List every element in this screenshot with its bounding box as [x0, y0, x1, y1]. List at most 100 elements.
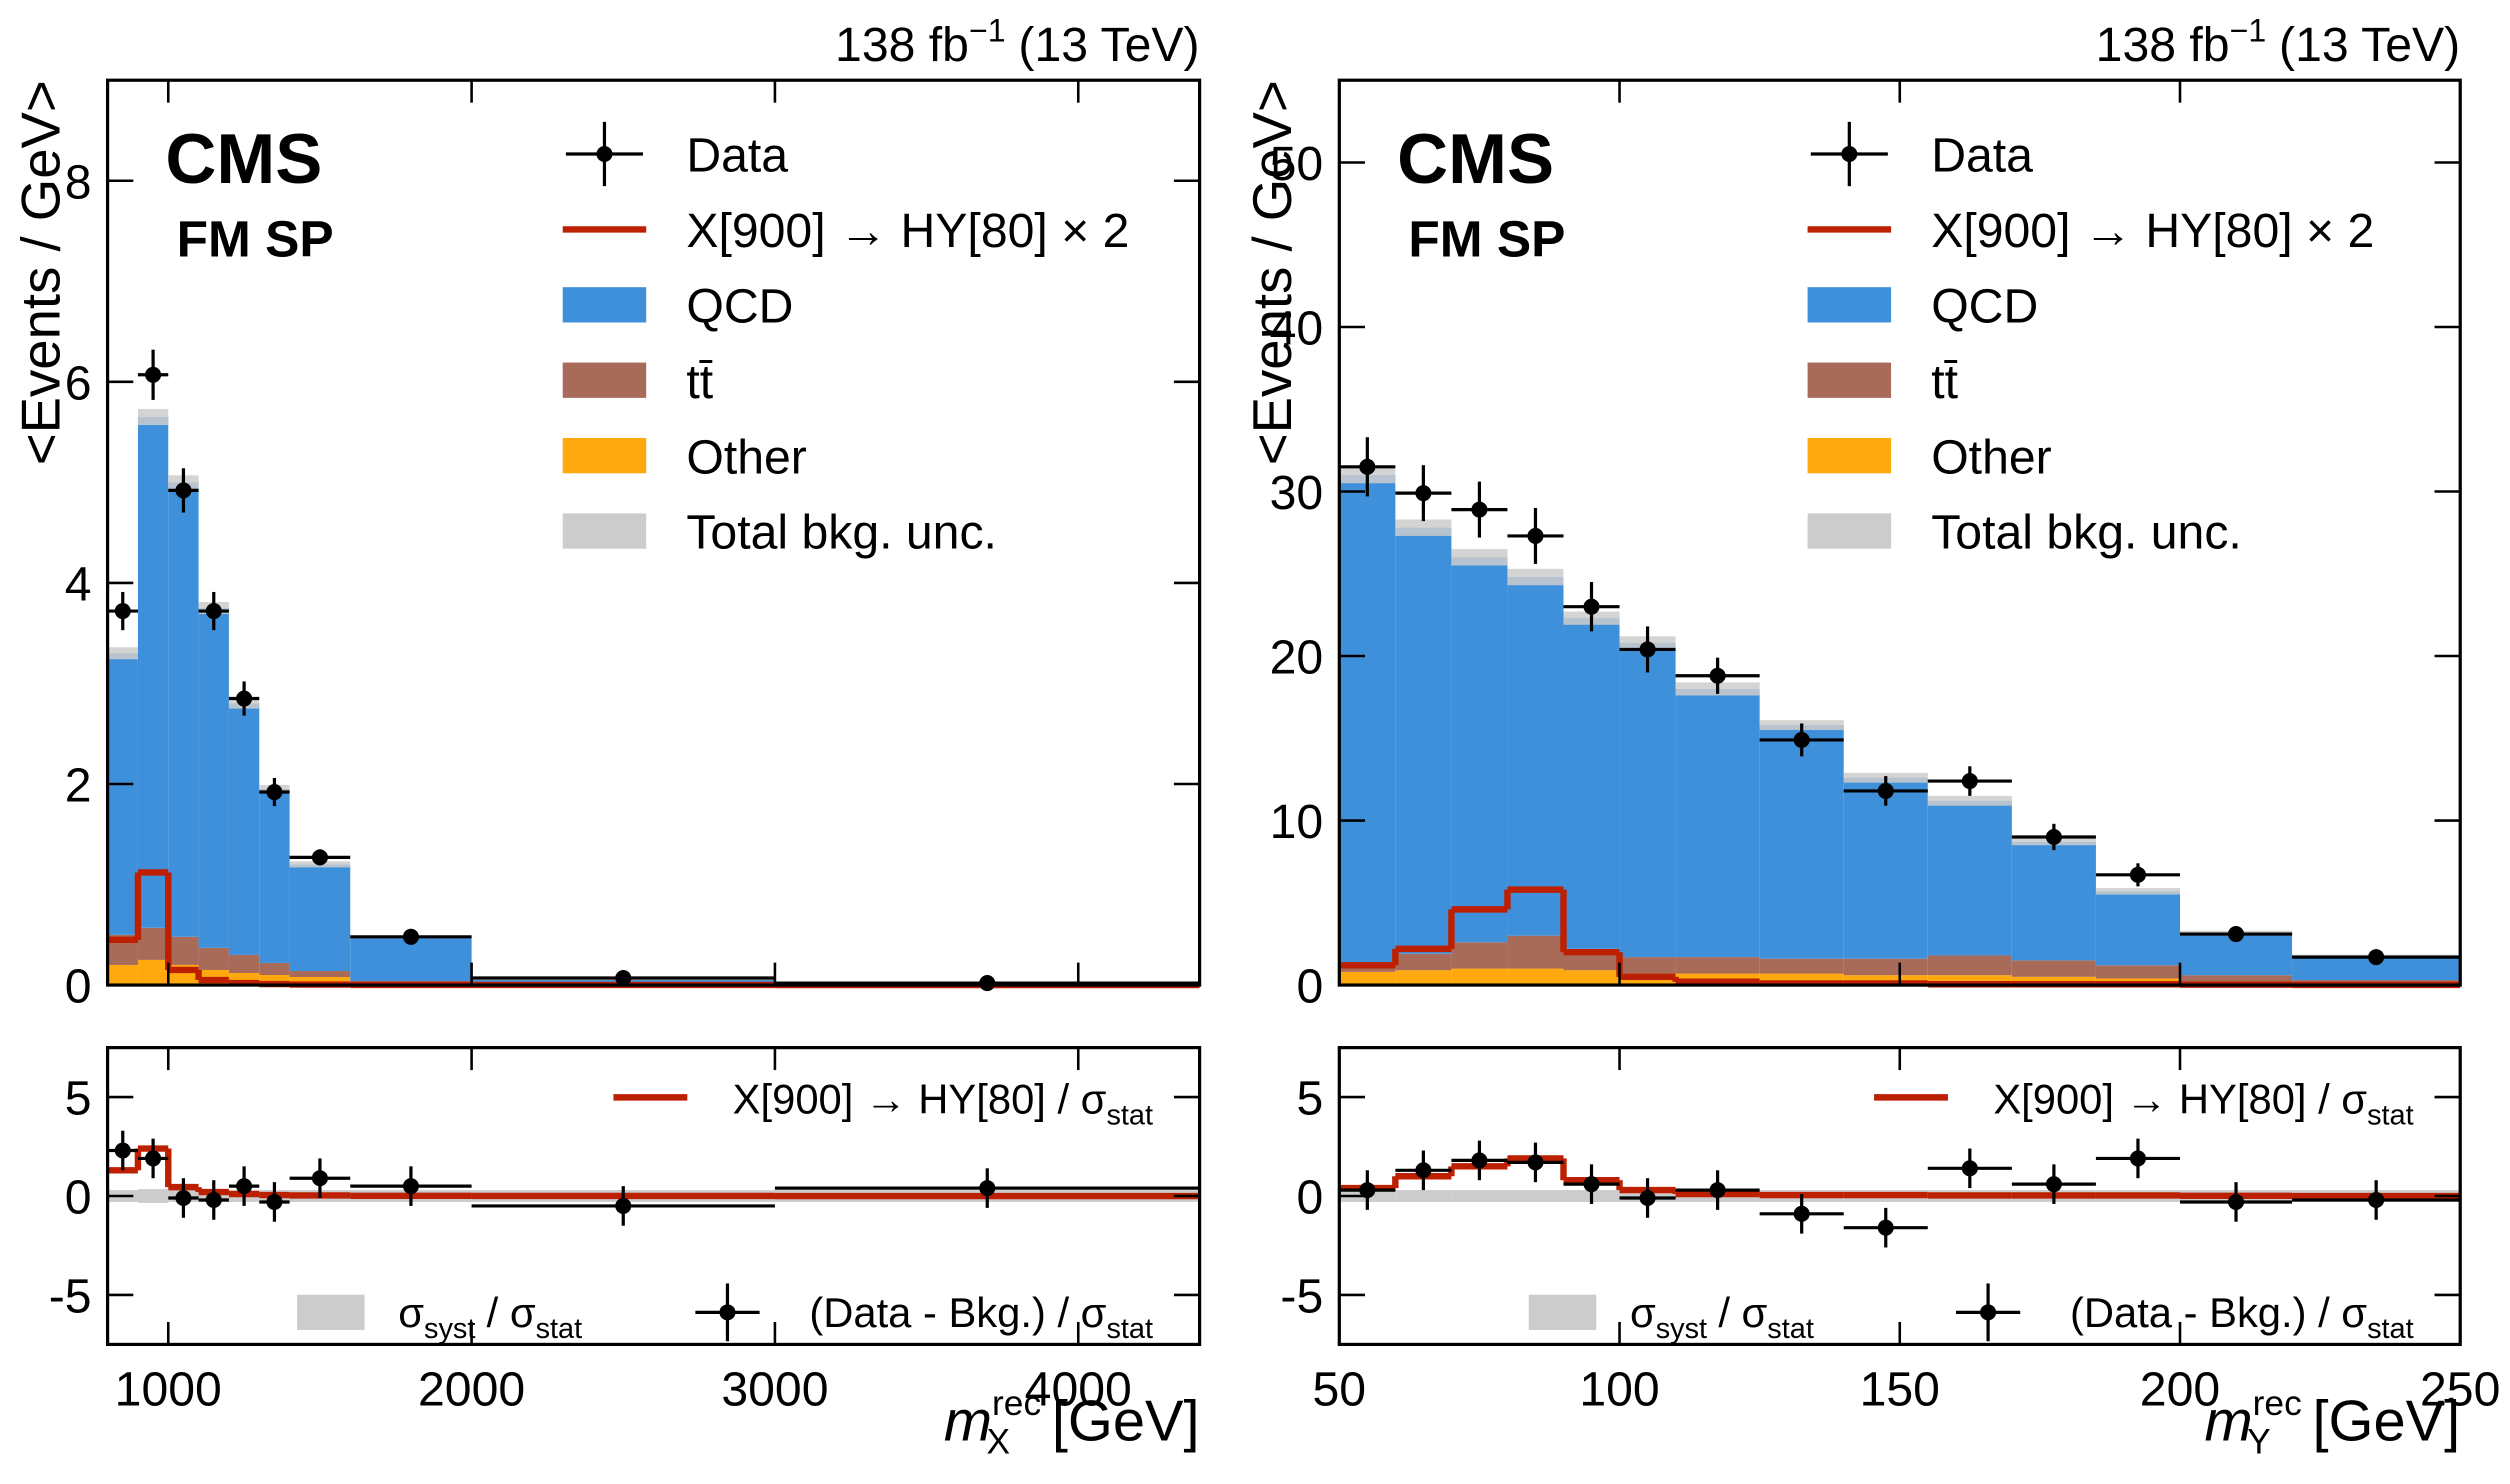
- legend-label: QCD: [686, 279, 793, 333]
- legend-key: [562, 513, 647, 549]
- stack-bar: [137, 417, 169, 928]
- data-point: [615, 969, 632, 987]
- y-tick-label: 2: [65, 759, 92, 813]
- y-axis-label: <Events / GeV>: [10, 80, 71, 465]
- legend-label: tt̄: [686, 355, 713, 409]
- legend-key: [562, 437, 647, 474]
- legend-key: [1807, 362, 1892, 398]
- text-part: / σ: [487, 1289, 536, 1336]
- data-point: [1359, 458, 1376, 475]
- plot-frame: [105, 78, 1202, 987]
- text-part: (13 TeV): [2279, 18, 2460, 72]
- stack-bar: [1563, 970, 1620, 986]
- legend-key: [562, 287, 647, 323]
- stack-bar: [1927, 975, 2012, 986]
- legend-label: Total bkg. unc.: [686, 506, 997, 560]
- x-tick-label: 100: [1579, 1362, 1659, 1416]
- stack-bar: [1451, 968, 1508, 986]
- y-tick-label: 10: [1270, 795, 1324, 849]
- legend-key: [1807, 513, 1892, 549]
- stack-bar: [1675, 957, 1760, 974]
- lumi-label: 138 fb−1 (13 TeV): [835, 13, 1200, 72]
- legend-label: (Data - Bkg.) / σstat: [2070, 1289, 2414, 1345]
- text-part: rec: [992, 1384, 1041, 1423]
- x-axis-label: mrec Y [GeV]: [2205, 1384, 2461, 1461]
- data-point: [145, 366, 162, 383]
- y-tick-label: 5: [1296, 1072, 1323, 1126]
- text-part: stat: [536, 1313, 583, 1345]
- x-tick-label: 1000: [115, 1362, 222, 1416]
- stack-bar: [137, 959, 169, 986]
- text-part: (Data - Bkg.) / σ: [2070, 1289, 2367, 1336]
- legend-label: σsyst / σstat: [1630, 1289, 1814, 1345]
- stack-bar: [1339, 475, 1396, 963]
- y-tick-label: 6: [65, 356, 92, 410]
- stack-bar: [137, 927, 169, 960]
- x-tick-label: 150: [1860, 1362, 1940, 1416]
- data-point: [2228, 926, 2245, 943]
- data-point: [236, 1178, 253, 1195]
- data-point: [175, 1189, 192, 1207]
- text-part: Y: [2247, 1423, 2271, 1462]
- legend-label: Other: [686, 430, 806, 484]
- stack-bar: [259, 975, 290, 986]
- stack-bar: [289, 864, 351, 971]
- data-point: [145, 1150, 162, 1167]
- legend-key: [596, 145, 613, 163]
- legend-label: Total bkg. unc.: [1931, 506, 2242, 560]
- data-point: [2129, 1150, 2146, 1167]
- legend-label: QCD: [1931, 279, 2038, 333]
- text-part: / σ: [1718, 1289, 1767, 1336]
- stack-bar: [228, 703, 260, 955]
- panel: 1000 2000 3000 4000 0 2 4 6 8 -5 0 5 138 fb−1 (13 TeV…: [10, 13, 1202, 1462]
- sub-label: FM SP: [1408, 211, 1565, 268]
- stack-bar: [1563, 618, 1620, 949]
- data-point: [2129, 866, 2146, 883]
- stack-bar: [289, 977, 351, 986]
- text-part: [GeV]: [1052, 1390, 1200, 1454]
- stack-bar: [1507, 935, 1564, 969]
- stack-bar: [1507, 968, 1564, 986]
- data-point: [266, 784, 283, 801]
- data-point: [2368, 1191, 2385, 1209]
- stack-bar: [2095, 965, 2180, 979]
- data-point: [311, 849, 328, 866]
- legend-label: X[900] → HY[80] / σstat: [1993, 1075, 2413, 1131]
- legend-key: [1807, 437, 1892, 474]
- stack-bar: [1619, 957, 1676, 974]
- data-point: [1877, 1219, 1894, 1236]
- stack-bar: [1339, 971, 1396, 986]
- y-tick-label: 5: [65, 1072, 92, 1126]
- unc-band: [137, 408, 169, 426]
- stack-bar: [1451, 557, 1508, 943]
- text-part: X[900] → HY[80] / σ: [733, 1075, 1107, 1122]
- text-part: m: [944, 1390, 992, 1454]
- legend-label: σsyst / σstat: [398, 1289, 582, 1345]
- text-part: [GeV]: [2312, 1390, 2460, 1454]
- data-point: [311, 1170, 328, 1187]
- data-point: [2368, 949, 2385, 966]
- syst-band: [137, 1189, 169, 1203]
- y-tick-label: 30: [1270, 466, 1324, 520]
- unc-band: [1451, 549, 1508, 566]
- y-tick-label: -5: [1280, 1270, 1323, 1324]
- text-part: (Data - Bkg.) / σ: [809, 1289, 1106, 1336]
- lumi-label: 138 fb−1 (13 TeV): [2096, 13, 2461, 72]
- x-axis-label: mrec X [GeV]: [944, 1384, 1200, 1461]
- data-point: [1583, 1176, 1600, 1193]
- text-part: 138 fb: [2096, 18, 2230, 72]
- stack-bar: [1927, 955, 2012, 976]
- x-tick-label: 4000: [1025, 1362, 1132, 1416]
- y-tick-label: 20: [1270, 631, 1324, 685]
- stack-bar: [107, 964, 138, 986]
- data-point: [979, 1180, 996, 1197]
- data-point: [2045, 828, 2062, 846]
- sub-label: FM SP: [177, 211, 334, 268]
- stack-bar: [259, 789, 290, 963]
- stack-bar: [1395, 953, 1452, 971]
- data-point: [2228, 1193, 2245, 1210]
- stack-bar: [1843, 958, 1928, 976]
- data-point: [205, 1191, 222, 1209]
- data-point: [1471, 1152, 1488, 1169]
